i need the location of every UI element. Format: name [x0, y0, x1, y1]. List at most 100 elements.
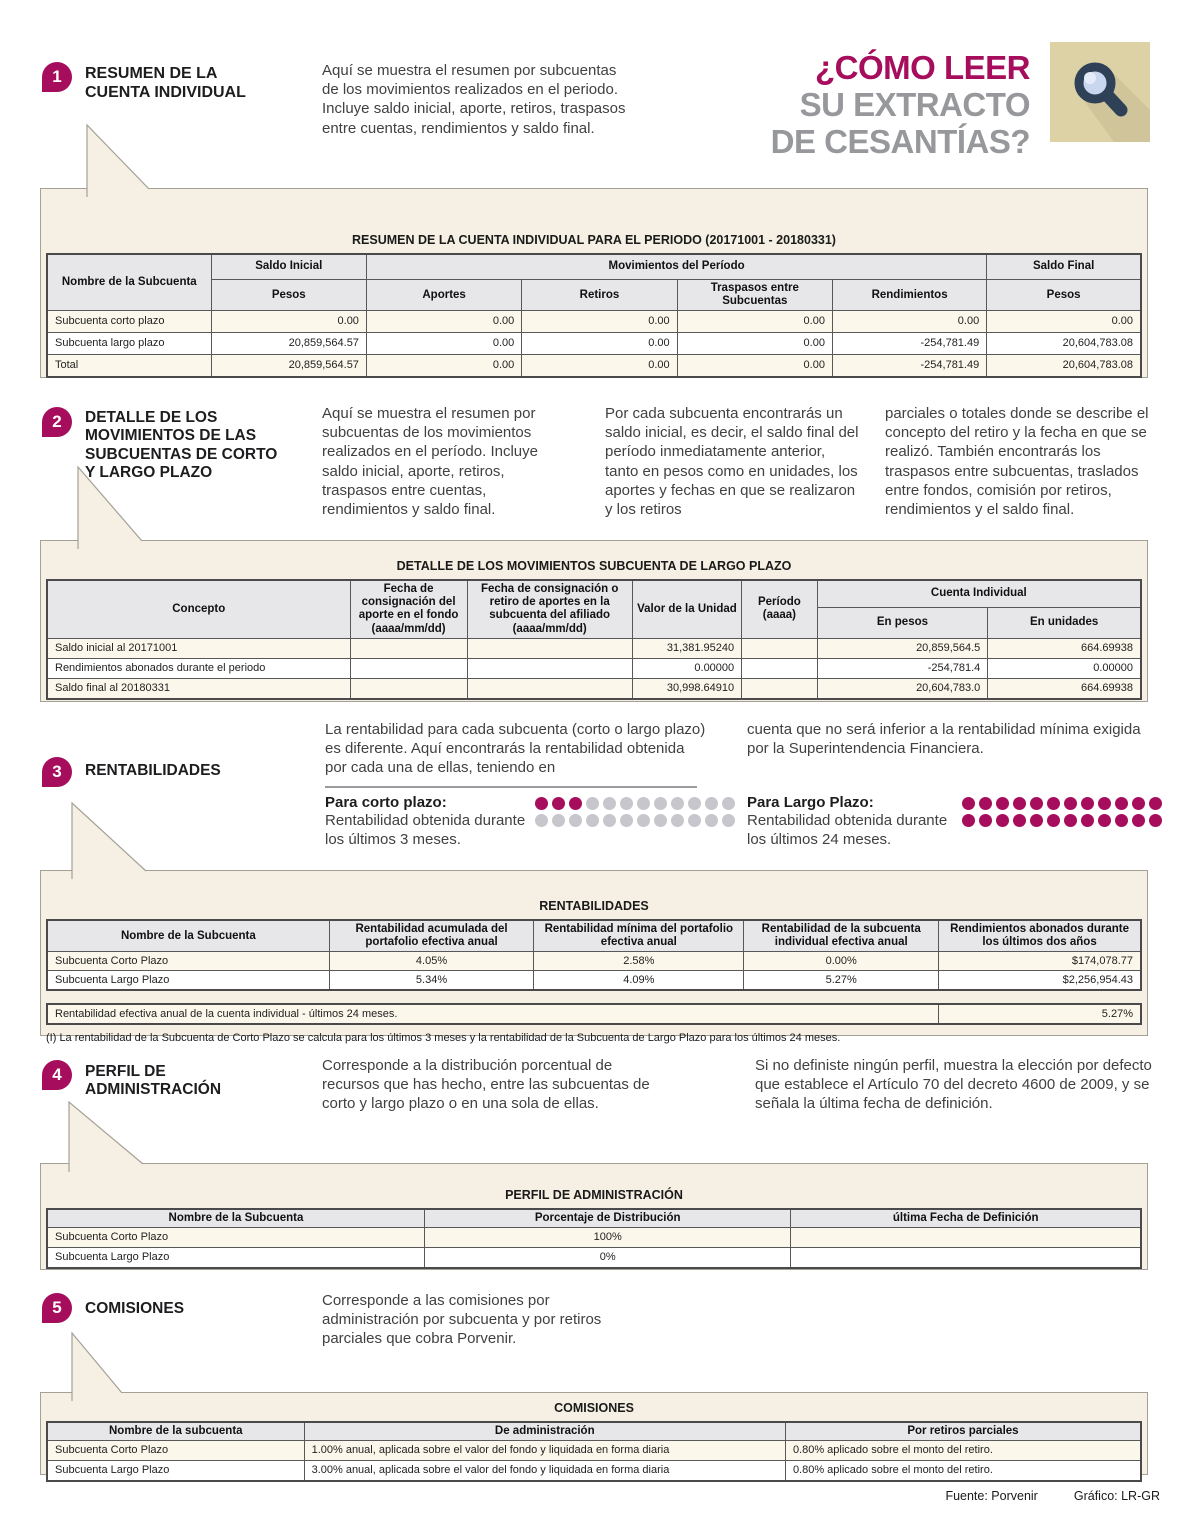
- data-cell: 0.00: [521, 310, 678, 334]
- data-cell: 2.58%: [533, 951, 745, 972]
- header-cell: Valor de la Unidad: [631, 579, 743, 639]
- page-title-line3: DE CESANTÍAS?: [770, 122, 1031, 160]
- data-cell: -254,781.4: [816, 657, 989, 679]
- header-cell: Cuenta Individual: [816, 579, 1142, 608]
- table4-title: PERFIL DE ADMINISTRACIÓN: [505, 1188, 683, 1202]
- header-cell: Por retiros parciales: [784, 1421, 1142, 1442]
- section-3-col2: cuenta que no será inferior a la rentabi…: [747, 721, 1141, 758]
- header-cell: Nombre de la Subcuenta: [46, 919, 330, 953]
- section-5-badge: 5: [42, 1293, 72, 1323]
- dot-active: [1064, 797, 1077, 810]
- data-cell: 0.00: [365, 354, 523, 378]
- data-cell: 0.80% aplicado sobre el monto del retiro…: [784, 1440, 1142, 1462]
- data-cell: 0.00: [521, 354, 678, 378]
- data-cell: 31,381.95240: [631, 637, 743, 659]
- data-cell: Subcuenta corto plazo: [46, 310, 212, 334]
- perfil-table: Nombre de la Subcuenta Porcentaje de Dis…: [46, 1208, 1142, 1270]
- table-row: Subcuenta Corto Plazo 4.05% 2.58% 0.00% …: [46, 951, 1142, 972]
- dot-active: [1115, 814, 1128, 827]
- dot-active: [1013, 797, 1026, 810]
- data-cell: Rendimientos abonados durante el periodo: [46, 657, 351, 679]
- section-1-paragraph: Aquí se muestra el resumen por subcuenta…: [322, 62, 626, 137]
- panel-perfil-administracion: PERFIL DE ADMINISTRACIÓN Nombre de la Su…: [40, 1100, 1148, 1270]
- data-cell: 4.09%: [533, 970, 745, 991]
- header-cell: Movimientos del Período: [365, 253, 988, 280]
- summary-value-cell: 5.27%: [938, 1003, 1142, 1025]
- short-term-dots: [535, 797, 735, 827]
- section-3-badge: 3: [42, 757, 72, 787]
- data-cell: 1.00% anual, aplicada sobre el valor del…: [303, 1440, 786, 1462]
- dot-inactive: [705, 797, 718, 810]
- dot-inactive: [586, 797, 599, 810]
- dot-inactive: [688, 814, 701, 827]
- dot-inactive: [722, 814, 735, 827]
- dot-inactive: [705, 814, 718, 827]
- header-cell: Pesos: [986, 278, 1142, 312]
- section-4-heading: PERFIL DE ADMINISTRACIÓN: [85, 1063, 222, 1099]
- header-cell: Fecha de consignación del aporte en el f…: [349, 579, 468, 639]
- long-term-dots: [962, 797, 1162, 827]
- dot-active: [1013, 814, 1026, 827]
- dot-active: [1047, 814, 1060, 827]
- header-cell: Nombre de la Subcuenta: [46, 253, 212, 312]
- data-cell: Saldo final al 20180331: [46, 677, 351, 700]
- header-cell: Rentabilidad acumulada del portafolio ef…: [328, 919, 535, 953]
- dot-active: [1132, 797, 1145, 810]
- dot-active: [1115, 797, 1128, 810]
- dot-inactive: [654, 797, 667, 810]
- section-1-number: 1: [52, 67, 62, 86]
- data-cell: [466, 677, 633, 700]
- data-cell: Subcuenta Largo Plazo: [46, 970, 330, 991]
- dot-active: [1132, 814, 1145, 827]
- data-cell: 0.00000: [987, 657, 1142, 679]
- data-cell: $2,256,954.43: [938, 970, 1142, 991]
- dot-inactive: [620, 797, 633, 810]
- header-cell: Pesos: [210, 278, 367, 312]
- data-cell: $174,078.77: [938, 951, 1142, 972]
- section-2-col1: Aquí se muestra el resumen por subcuenta…: [322, 405, 538, 518]
- dot-inactive: [671, 814, 684, 827]
- header-cell: Nombre de la Subcuenta: [46, 1208, 425, 1229]
- rentabilidad-footnote: (I) La rentabilidad de la Subcuenta de C…: [46, 1032, 841, 1045]
- panel-rentabilidades: RENTABILIDADES Nombre de la Subcuenta Re…: [40, 801, 1148, 1044]
- table-row: Subcuenta largo plazo 20,859,564.57 0.00…: [46, 332, 1142, 356]
- dot-active: [535, 797, 548, 810]
- section-3-heading: RENTABILIDADES: [85, 762, 221, 779]
- panel-tail-pointer: [77, 465, 143, 549]
- dot-inactive: [552, 814, 565, 827]
- header-cell: Aportes: [365, 278, 523, 312]
- data-cell: 0.00: [676, 332, 833, 356]
- dot-inactive: [637, 814, 650, 827]
- data-cell: [466, 637, 633, 659]
- section-3-col1: La rentabilidad para cada subcuenta (cor…: [325, 721, 706, 777]
- table1-title: RESUMEN DE LA CUENTA INDIVIDUAL PARA EL …: [352, 233, 836, 247]
- header-cell: Rentabilidad mínima del portafolio efect…: [533, 919, 745, 953]
- detalle-table: Concepto Fecha de consignación del aport…: [46, 579, 1142, 700]
- panel-tail-pointer: [71, 801, 147, 879]
- section-5-col1: Corresponde a las comisiones por adminis…: [322, 1292, 602, 1348]
- header-cell: Concepto: [46, 579, 351, 639]
- section-1-badge: 1: [42, 62, 72, 92]
- data-cell: Subcuenta Largo Plazo: [46, 1460, 305, 1482]
- dot-inactive: [620, 814, 633, 827]
- header-cell: Nombre de la subcuenta: [46, 1421, 305, 1442]
- dot-active: [996, 797, 1009, 810]
- table-row: Rentabilidad efectiva anual de la cuenta…: [46, 1003, 1142, 1025]
- data-cell: 5.34%: [328, 970, 535, 991]
- panel-tail-pointer: [86, 123, 150, 197]
- data-cell: Subcuenta Corto Plazo: [46, 1440, 305, 1462]
- dot-active: [1098, 814, 1111, 827]
- header-cell: Saldo Final: [986, 253, 1142, 280]
- data-cell: 0.00: [676, 310, 833, 334]
- dot-inactive: [654, 814, 667, 827]
- short-term-label: Para corto plazo:: [325, 794, 447, 811]
- dot-active: [1030, 797, 1043, 810]
- table-row: Saldo final al 20180331 30,998.64910 20,…: [46, 677, 1142, 700]
- data-cell: 0.00: [676, 354, 833, 378]
- dot-active: [962, 797, 975, 810]
- data-cell: 5.27%: [743, 970, 940, 991]
- rentabilidad-summary-row: Rentabilidad efectiva anual de la cuenta…: [46, 1003, 1142, 1026]
- long-term-block: Para Largo Plazo: Rentabilidad obtenida …: [747, 794, 959, 849]
- data-cell: 20,859,564.57: [210, 332, 367, 356]
